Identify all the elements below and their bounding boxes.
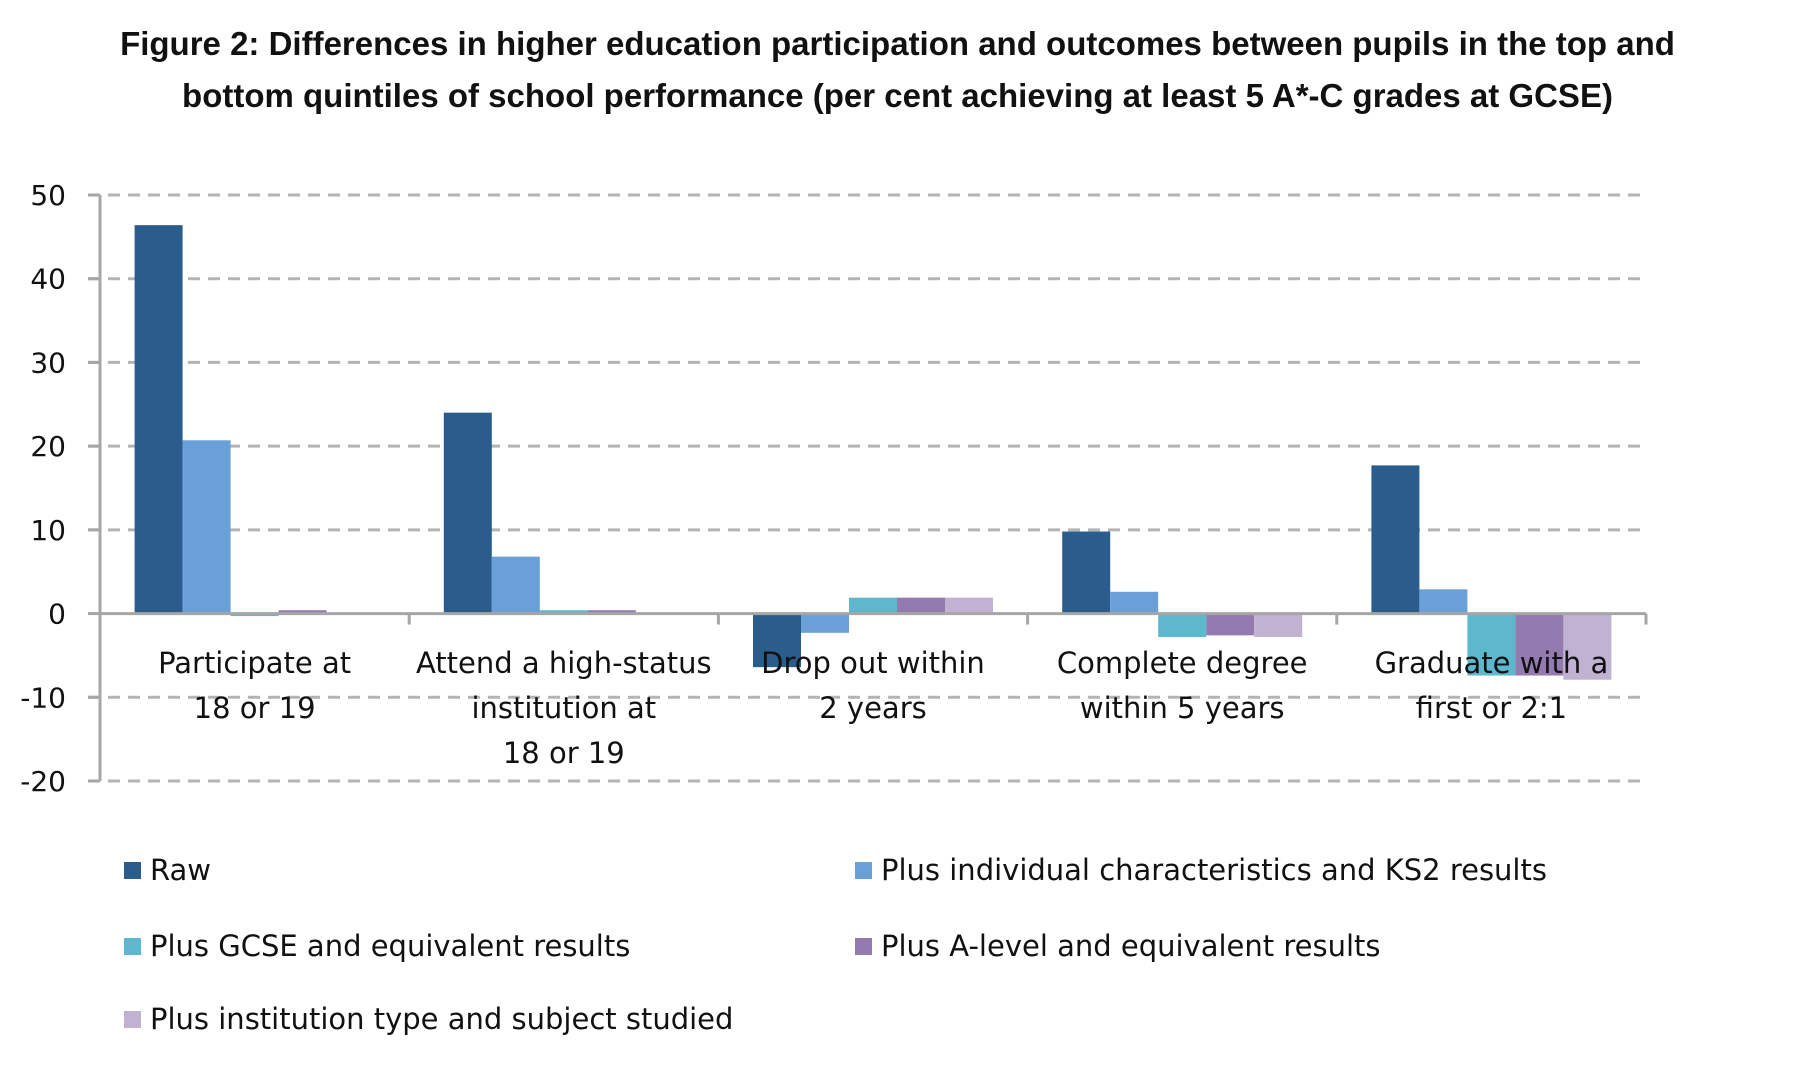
bar-plus-individual-characteristics-and-ks2-results-4 xyxy=(1110,591,1159,614)
category-label-line: within 5 years xyxy=(1080,691,1285,725)
category-label-line: 18 or 19 xyxy=(503,736,625,770)
chart-title-line-2: bottom quintiles of school performance (… xyxy=(182,77,1613,114)
y-tick-labels: 50 40 30 20 10 0 -10 -20 xyxy=(20,179,66,798)
bar-plus-a-level-and-equivalent-results-1 xyxy=(278,610,327,614)
y-tick-label: 40 xyxy=(30,263,66,296)
axes xyxy=(88,193,1648,783)
category-label: Graduate with a first or 2:1 xyxy=(1375,646,1609,725)
bar-plus-a-level-and-equivalent-results-4 xyxy=(1206,613,1255,636)
legend-swatch xyxy=(855,861,872,879)
category-label-line: 2 years xyxy=(819,691,926,725)
category-label-line: Participate at xyxy=(158,646,351,680)
bar-plus-gcse-and-equivalent-results-3 xyxy=(849,597,897,614)
y-tick-label: 30 xyxy=(30,346,66,379)
legend-item: Raw xyxy=(124,853,211,887)
legend-label: Raw xyxy=(150,853,212,887)
y-tick-label: 50 xyxy=(30,179,66,212)
category-label-line: 18 or 19 xyxy=(194,691,316,725)
chart-title-line-1: Figure 2: Differences in higher educatio… xyxy=(120,25,1675,62)
y-tick-label: 0 xyxy=(48,598,66,631)
legend-item: Plus A-level and equivalent results xyxy=(855,929,1381,963)
bar-raw-4 xyxy=(1062,531,1111,614)
legend-swatch xyxy=(855,937,872,955)
category-label-line: institution at xyxy=(471,691,656,725)
y-tick-label: -10 xyxy=(20,681,66,714)
bars xyxy=(134,225,1612,680)
bar-raw-3 xyxy=(753,613,801,668)
category-label: Drop out within 2 years xyxy=(761,646,985,725)
bar-raw-1 xyxy=(134,225,183,614)
legend-swatch xyxy=(124,937,141,955)
legend-swatch xyxy=(124,861,141,879)
category-label-line: Drop out within xyxy=(761,646,985,680)
y-tick-label: -20 xyxy=(20,765,66,798)
bar-plus-institution-type-and-subject-studied-3 xyxy=(945,597,993,614)
legend-item: Plus institution type and subject studie… xyxy=(124,1002,733,1036)
chart-title: Figure 2: Differences in higher educatio… xyxy=(0,18,1795,122)
category-label: Participate at 18 or 19 xyxy=(158,646,351,725)
bar-plus-a-level-and-equivalent-results-2 xyxy=(587,610,636,614)
legend-label: Plus institution type and subject studie… xyxy=(150,1002,734,1036)
bar-plus-individual-characteristics-and-ks2-results-1 xyxy=(182,440,231,614)
bar-plus-institution-type-and-subject-studied-5 xyxy=(1563,613,1612,680)
category-label-line: Complete degree xyxy=(1057,646,1308,680)
bar-plus-gcse-and-equivalent-results-4 xyxy=(1158,613,1207,638)
category-label-line: first or 2:1 xyxy=(1416,691,1567,725)
y-tick-label: 20 xyxy=(30,430,66,463)
legend-item: Plus GCSE and equivalent results xyxy=(124,929,630,963)
legend-label: Plus individual characteristics and KS2 … xyxy=(881,853,1547,887)
category-label: Complete degree within 5 years xyxy=(1057,646,1308,725)
bar-plus-individual-characteristics-and-ks2-results-5 xyxy=(1419,589,1468,614)
bar-raw-2 xyxy=(443,412,492,614)
bar-plus-a-level-and-equivalent-results-3 xyxy=(897,597,945,614)
legend-swatch xyxy=(124,1010,141,1028)
legend-label: Plus GCSE and equivalent results xyxy=(150,929,631,963)
bar-plus-a-level-and-equivalent-results-5 xyxy=(1515,613,1564,676)
bar-raw-5 xyxy=(1371,465,1420,614)
bar-plus-institution-type-and-subject-studied-4 xyxy=(1254,613,1303,638)
legend-item: Plus individual characteristics and KS2 … xyxy=(855,853,1547,887)
bar-plus-gcse-and-equivalent-results-2 xyxy=(539,610,588,614)
category-label-line: Attend a high-status xyxy=(416,646,712,680)
bar-plus-individual-characteristics-and-ks2-results-2 xyxy=(491,556,540,614)
category-label: Attend a high-status institution at 18 or … xyxy=(416,646,712,770)
bar-plus-individual-characteristics-and-ks2-results-3 xyxy=(801,613,849,633)
category-label-line: Graduate with a xyxy=(1375,646,1609,680)
y-tick-label: 10 xyxy=(30,514,66,547)
bar-plus-gcse-and-equivalent-results-5 xyxy=(1467,613,1516,676)
legend-label: Plus A-level and equivalent results xyxy=(881,929,1381,963)
